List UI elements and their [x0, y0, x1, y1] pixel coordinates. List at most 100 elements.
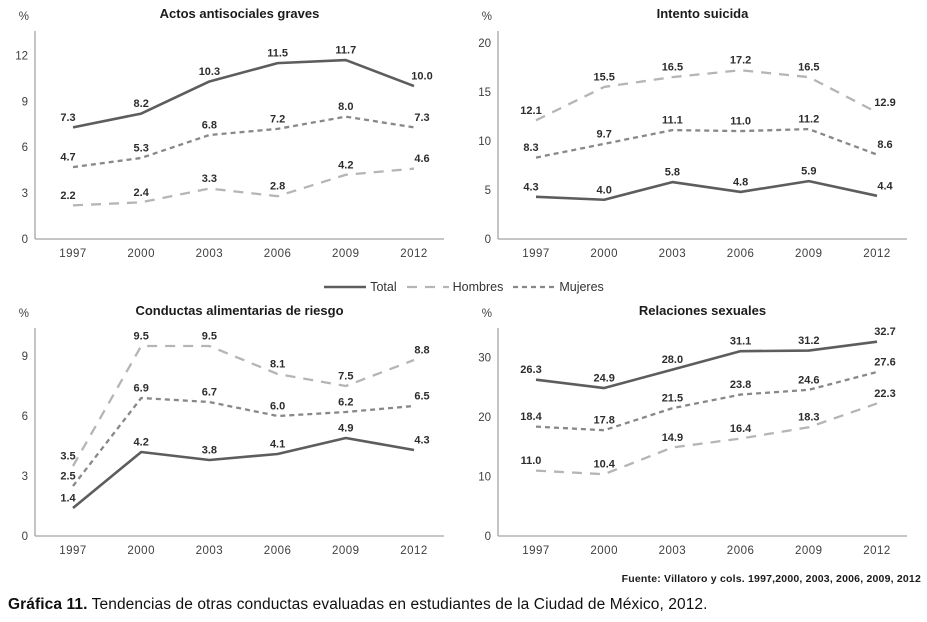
x-tick-label: 2009: [795, 248, 823, 260]
x-tick-label: 2009: [332, 545, 360, 557]
y-axis-unit-label: %: [19, 11, 29, 23]
line-chart-svg-conductas-alimentarias: Conductas alimentarias de riesgo% 0 3 6 9 199…: [19, 303, 444, 557]
figure-caption: Gráfica 11. Tendencias de otras conducta…: [8, 596, 927, 614]
caption-number-label: Gráfica 11.: [8, 596, 88, 613]
data-label-mujeres: 27.6: [874, 356, 895, 368]
chart-title: Intento suicida: [656, 6, 749, 21]
x-tick-label: 2000: [590, 248, 618, 260]
y-tick-label: 20: [478, 412, 491, 424]
data-label-mujeres: 8.0: [338, 101, 353, 113]
data-label-hombres: 15.5: [593, 71, 614, 83]
data-label-total: 31.1: [729, 336, 750, 348]
data-label-total: 24.9: [593, 373, 614, 385]
x-tick-label: 2012: [400, 248, 428, 260]
data-label-total: 5.8: [664, 167, 679, 179]
data-label-hombres: 11.0: [520, 455, 541, 467]
x-tick-label: 1997: [59, 545, 87, 557]
chart-legend: Total Hombres Mujeres: [5, 274, 922, 300]
series-line-mujeres: [72, 396, 415, 487]
series-line-total: [535, 340, 877, 390]
data-label-mujeres: 6.9: [134, 383, 149, 395]
y-tick-label: 6: [22, 142, 28, 154]
x-tick-label: 2012: [863, 545, 891, 557]
data-label-total: 4.4: [877, 180, 893, 192]
total-line-swatch-icon: [324, 285, 367, 289]
x-tick-label: 2000: [127, 545, 155, 557]
data-label-mujeres: 4.7: [60, 152, 75, 164]
data-label-mujeres: 11.1: [661, 115, 682, 127]
data-label-hombres: 12.1: [520, 105, 541, 117]
y-tick-label: 0: [484, 531, 490, 543]
chart-intento-suicida: Intento suicida% 0 5 10 15 20 1997 2000 2003 2006…: [468, 3, 923, 274]
data-label-hombres: 16.5: [661, 62, 682, 74]
x-tick-label: 2006: [726, 248, 754, 260]
series-line-total: [72, 436, 415, 510]
x-tick-label: 2009: [795, 545, 823, 557]
data-label-total: 7.3: [60, 112, 75, 124]
data-label-total: 4.0: [596, 184, 611, 196]
data-label-hombres: 2.2: [60, 190, 75, 202]
hombres-dashed-line-swatch-icon: [406, 285, 449, 289]
caption-text: Tendencias de otras conductas evaluadas …: [87, 596, 708, 613]
data-label-mujeres: 21.5: [661, 393, 682, 405]
y-tick-label: 9: [22, 96, 28, 108]
y-axis-unit-label: %: [19, 308, 29, 320]
series-line-total: [535, 179, 877, 202]
data-label-total: 8.2: [134, 98, 149, 110]
data-label-total: 11.5: [267, 48, 288, 60]
data-label-hombres: 17.2: [729, 55, 750, 67]
data-label-hombres: 16.5: [798, 62, 819, 74]
data-label-mujeres: 18.4: [520, 411, 542, 423]
line-chart-svg-intento-suicida: Intento suicida% 0 5 10 15 20 1997 2000 2003 2006…: [478, 6, 907, 260]
series-line-hombres: [72, 344, 415, 467]
data-label-hombres: 3.5: [60, 451, 75, 463]
line-chart-svg-relaciones-sexuales: Relaciones sexuales% 0 10 20 30 1997 2000 2003 2…: [478, 303, 907, 557]
x-tick-label: 2003: [196, 545, 224, 557]
data-label-mujeres: 11.2: [798, 114, 819, 126]
series-line-mujeres: [535, 370, 877, 432]
y-tick-label: 10: [478, 472, 491, 484]
data-label-hombres: 2.4: [134, 187, 150, 199]
data-label-total: 11.7: [335, 45, 356, 57]
x-tick-label: 1997: [522, 545, 550, 557]
x-tick-label: 2012: [863, 248, 891, 260]
line-chart-svg-actos-antisociales: Actos antisociales graves% 0 3 6 9 12 1997 2000…: [15, 6, 444, 260]
data-label-mujeres: 24.6: [798, 374, 819, 386]
data-label-hombres: 4.6: [414, 153, 429, 165]
y-tick-label: 20: [478, 38, 491, 50]
data-label-mujeres: 5.3: [134, 142, 149, 154]
data-label-hombres: 4.2: [338, 159, 353, 171]
x-tick-label: 2003: [196, 248, 224, 260]
data-label-mujeres: 8.3: [523, 142, 538, 154]
y-tick-label: 15: [478, 87, 491, 99]
y-tick-label: 5: [484, 185, 490, 197]
data-label-mujeres: 6.8: [202, 120, 217, 132]
x-tick-label: 2006: [264, 545, 292, 557]
legend-label-hombres: Hombres: [452, 280, 504, 294]
source-note: Fuente: Villatoro y cols. 1997,2000, 200…: [621, 573, 921, 585]
y-tick-label: 0: [22, 234, 28, 246]
data-label-hombres: 14.9: [661, 432, 682, 444]
data-label-mujeres: 17.8: [593, 415, 614, 427]
x-tick-label: 2003: [658, 248, 686, 260]
data-label-total: 4.9: [338, 423, 353, 435]
data-label-total: 32.7: [874, 326, 895, 338]
data-label-total: 1.4: [60, 493, 76, 505]
data-label-mujeres: 6.0: [270, 401, 285, 413]
y-tick-label: 9: [22, 351, 28, 363]
x-tick-label: 2000: [127, 248, 155, 260]
data-label-hombres: 22.3: [874, 388, 895, 400]
data-label-mujeres: 6.7: [202, 387, 217, 399]
chart-title: Conductas alimentarias de riesgo: [135, 303, 343, 318]
x-tick-label: 2009: [332, 248, 360, 260]
data-label-hombres: 9.5: [134, 331, 149, 343]
data-label-mujeres: 2.5: [60, 471, 75, 483]
data-label-hombres: 16.4: [729, 423, 751, 435]
data-label-mujeres: 7.2: [270, 113, 285, 125]
data-label-total: 10.3: [199, 66, 220, 78]
series-line-hombres: [535, 402, 877, 476]
chart-conductas-alimentarias-de-riesgo: Conductas alimentarias de riesgo% 0 3 6 9 199…: [5, 300, 460, 571]
x-tick-label: 2003: [658, 545, 686, 557]
data-label-total: 10.0: [411, 71, 432, 83]
